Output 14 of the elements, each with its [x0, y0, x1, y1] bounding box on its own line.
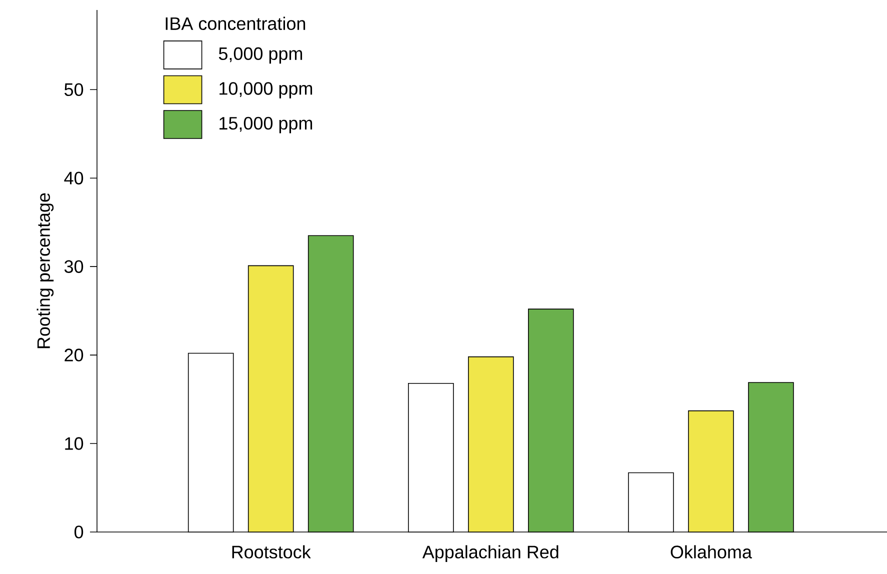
- legend-label: 10,000 ppm: [220, 82, 312, 98]
- x-tick-label: Rootstock: [232, 545, 311, 558]
- y-tick-label: 30: [64, 260, 84, 273]
- y-tick-label: 20: [64, 348, 84, 362]
- x-tick-label: Appalachian Red: [422, 545, 558, 562]
- legend-label: 15,000 ppm: [220, 116, 312, 134]
- y-tick-label: 40: [64, 172, 84, 184]
- legend-label: 5,000 ppm: [218, 47, 302, 64]
- y-axis-title: Rooting percentage: [36, 193, 54, 348]
- x-tick-label: Oklahoma: [670, 545, 752, 558]
- y-tick-label: 10: [65, 437, 84, 450]
- y-tick-label: 50: [64, 83, 84, 96]
- legend-title: IBA concentration: [166, 16, 306, 30]
- y-tick-label: 0: [74, 526, 84, 538]
